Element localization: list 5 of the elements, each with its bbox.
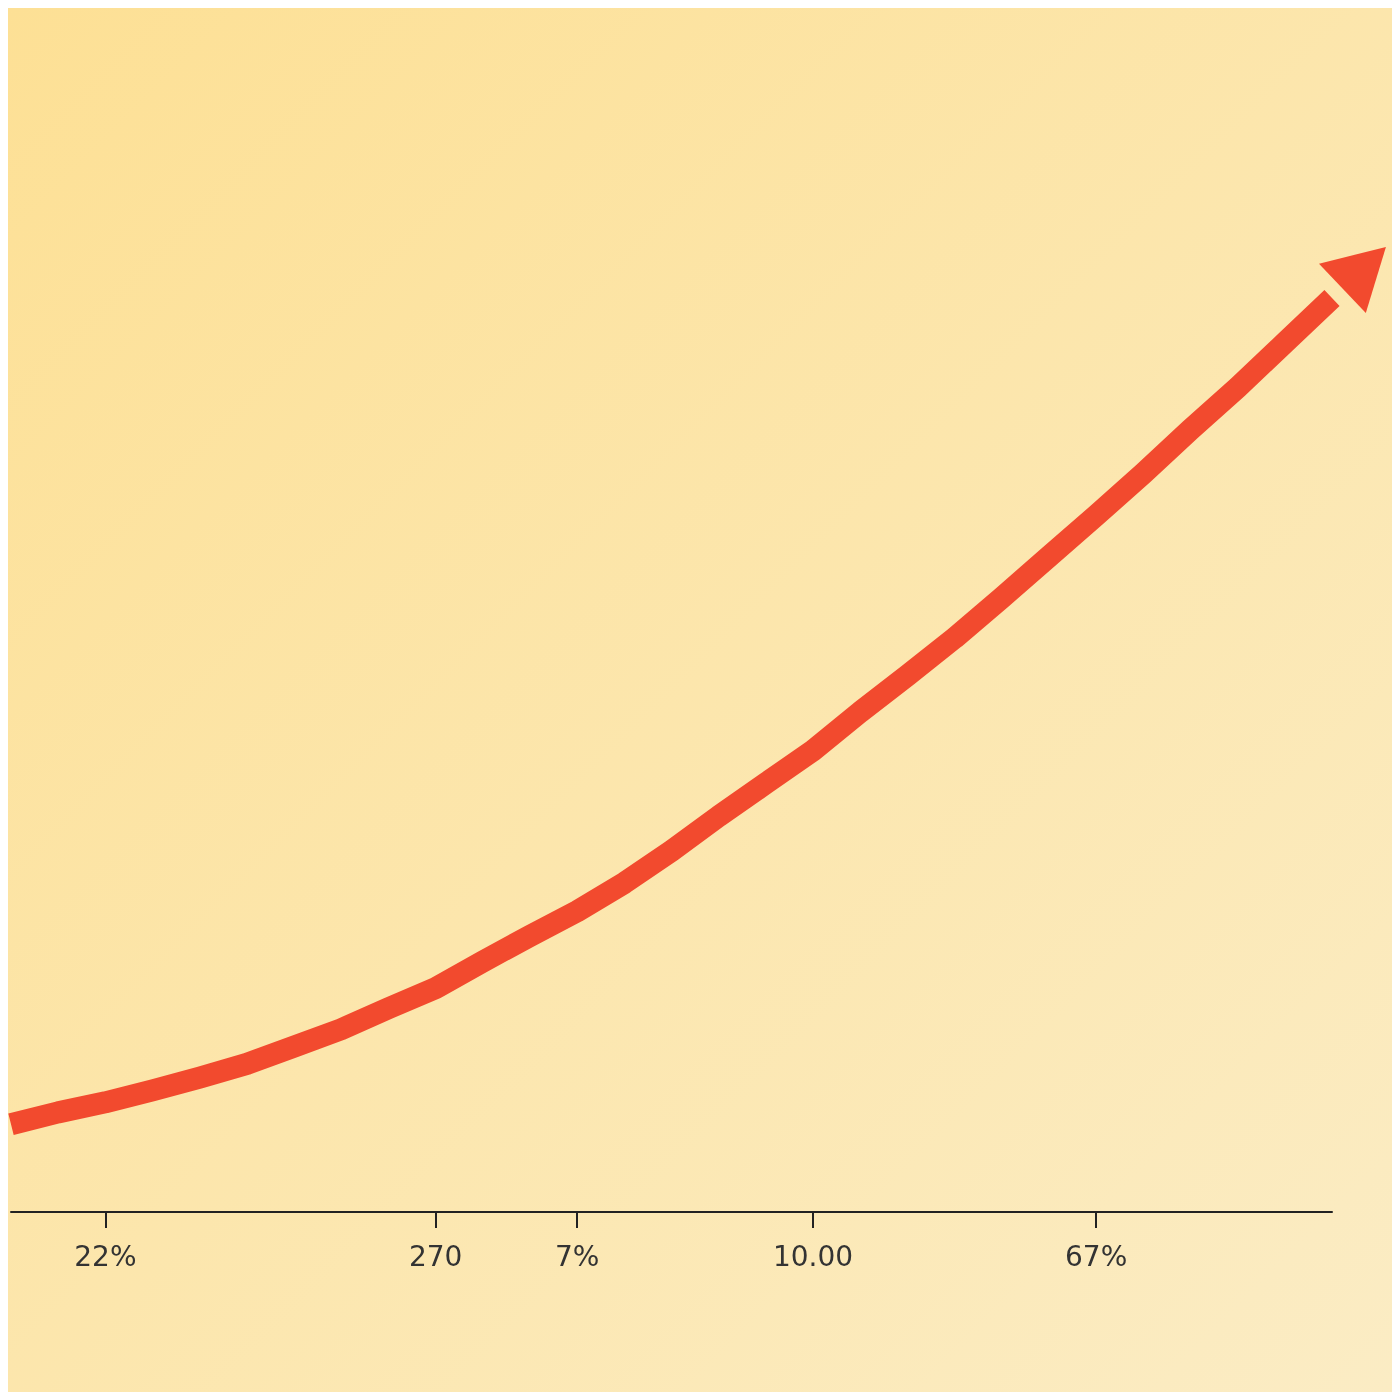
x-tick-label: 7% [554,1239,600,1273]
x-tick-label: 67% [1064,1239,1128,1273]
x-tick-label: 22% [74,1239,137,1273]
x-tick-label: 10.00 [772,1239,854,1273]
x-tick-label: 270 [408,1239,463,1273]
